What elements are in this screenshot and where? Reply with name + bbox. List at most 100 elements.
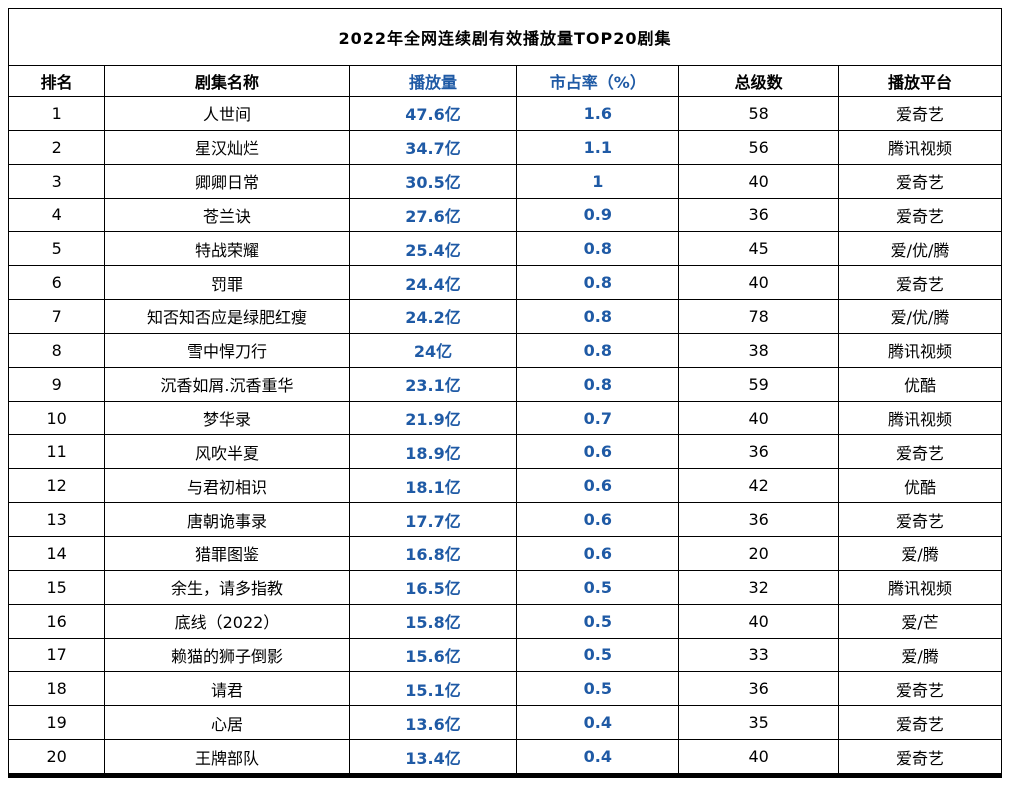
share-cell: 0.5 [516,637,680,673]
rank-cell: 1 [7,96,106,131]
rank-cell: 15 [7,569,106,605]
table-row: 12 与君初相识 18.1亿 0.6 42 优酷 [7,468,1002,504]
table-row: 1 人世间 47.6亿 1.6 58 爱奇艺 [7,96,1002,131]
series-name-cell: 罚罪 [104,265,350,301]
plays-cell: 15.6亿 [348,637,518,673]
series-name-cell: 赖猫的狮子倒影 [104,637,350,673]
plays-cell: 24亿 [348,332,518,368]
share-cell: 0.4 [516,705,680,741]
rank-cell: 14 [7,535,106,571]
episodes-cell: 36 [678,502,840,537]
rank-cell: 8 [7,332,106,368]
plays-cell: 18.9亿 [348,434,518,470]
table-head: 2022年全网连续剧有效播放量TOP20剧集 排名 剧集名称 播放量 市占率（%） 总级… [7,8,1002,97]
table-row: 4 苍兰诀 27.6亿 0.9 36 爱奇艺 [7,197,1002,233]
episodes-cell: 40 [678,265,840,301]
series-name-cell: 沉香如屑.沉香重华 [104,366,350,402]
episodes-cell: 36 [678,197,840,233]
platform-cell: 爱/腾 [838,637,1002,673]
series-name-cell: 特战荣耀 [104,231,350,267]
episodes-cell: 45 [678,231,840,267]
rank-cell: 17 [7,637,106,673]
platform-cell: 爱奇艺 [838,434,1002,470]
table-body: 1 人世间 47.6亿 1.6 58 爱奇艺 2 星汉灿烂 34.7亿 1.1 56 腾讯视频 3 卿卿日… [7,96,1002,776]
episodes-cell: 32 [678,569,840,605]
plays-cell: 18.1亿 [348,468,518,504]
table-row: 13 唐朝诡事录 17.7亿 0.6 36 爱奇艺 [7,502,1002,537]
platform-cell: 腾讯视频 [838,400,1002,436]
plays-cell: 23.1亿 [348,366,518,402]
series-name-cell: 梦华录 [104,400,350,436]
plays-cell: 17.7亿 [348,502,518,537]
series-name-cell: 知否知否应是绿肥红瘦 [104,299,350,334]
column-header-2: 播放量 [348,65,518,97]
platform-cell: 优酷 [838,366,1002,402]
platform-cell: 腾讯视频 [838,569,1002,605]
episodes-cell: 78 [678,299,840,334]
plays-cell: 27.6亿 [348,197,518,233]
series-name-cell: 雪中悍刀行 [104,332,350,368]
platform-cell: 爱奇艺 [838,163,1002,199]
platform-cell: 爱奇艺 [838,197,1002,233]
platform-cell: 腾讯视频 [838,129,1002,165]
share-cell: 0.8 [516,265,680,301]
share-cell: 0.4 [516,739,680,776]
series-name-cell: 王牌部队 [104,739,350,776]
share-cell: 0.8 [516,332,680,368]
platform-cell: 爱奇艺 [838,705,1002,741]
rank-cell: 2 [7,129,106,165]
platform-cell: 爱奇艺 [838,502,1002,537]
column-header-1: 剧集名称 [104,65,350,97]
table-row: 3 卿卿日常 30.5亿 1 40 爱奇艺 [7,163,1002,199]
episodes-cell: 40 [678,400,840,436]
plays-cell: 21.9亿 [348,400,518,436]
share-cell: 0.6 [516,535,680,571]
episodes-cell: 58 [678,96,840,131]
rank-cell: 5 [7,231,106,267]
plays-cell: 13.6亿 [348,705,518,741]
table-row: 10 梦华录 21.9亿 0.7 40 腾讯视频 [7,400,1002,436]
share-cell: 0.8 [516,231,680,267]
rank-cell: 9 [7,366,106,402]
table-row: 6 罚罪 24.4亿 0.8 40 爱奇艺 [7,265,1002,301]
episodes-cell: 36 [678,671,840,707]
plays-cell: 30.5亿 [348,163,518,199]
plays-cell: 47.6亿 [348,96,518,131]
series-name-cell: 猎罪图鉴 [104,535,350,571]
plays-cell: 15.1亿 [348,671,518,707]
platform-cell: 优酷 [838,468,1002,504]
platform-cell: 爱奇艺 [838,265,1002,301]
rank-cell: 3 [7,163,106,199]
plays-cell: 25.4亿 [348,231,518,267]
share-cell: 0.6 [516,468,680,504]
series-name-cell: 苍兰诀 [104,197,350,233]
rank-cell: 18 [7,671,106,707]
episodes-cell: 42 [678,468,840,504]
page-title: 2022年全网连续剧有效播放量TOP20剧集 [8,8,1002,66]
share-cell: 0.8 [516,366,680,402]
series-name-cell: 星汉灿烂 [104,129,350,165]
table-row: 19 心居 13.6亿 0.4 35 爱奇艺 [7,705,1002,741]
column-header-5: 播放平台 [838,65,1002,97]
platform-cell: 爱奇艺 [838,671,1002,707]
episodes-cell: 20 [678,535,840,571]
series-name-cell: 余生，请多指教 [104,569,350,605]
table-row: 7 知否知否应是绿肥红瘦 24.2亿 0.8 78 爱/优/腾 [7,299,1002,334]
series-name-cell: 请君 [104,671,350,707]
rank-cell: 20 [7,739,106,776]
platform-cell: 爱/芒 [838,603,1002,639]
platform-cell: 爱奇艺 [838,96,1002,131]
episodes-cell: 35 [678,705,840,741]
column-header-4: 总级数 [678,65,840,97]
platform-cell: 爱/腾 [838,535,1002,571]
title-row: 2022年全网连续剧有效播放量TOP20剧集 [8,8,1002,66]
table-row: 18 请君 15.1亿 0.5 36 爱奇艺 [7,671,1002,707]
table-row: 20 王牌部队 13.4亿 0.4 40 爱奇艺 [7,739,1002,776]
rank-cell: 11 [7,434,106,470]
table-row: 15 余生，请多指教 16.5亿 0.5 32 腾讯视频 [7,569,1002,605]
table-row: 14 猎罪图鉴 16.8亿 0.6 20 爱/腾 [7,535,1002,571]
share-cell: 0.5 [516,671,680,707]
episodes-cell: 38 [678,332,840,368]
episodes-cell: 40 [678,739,840,776]
